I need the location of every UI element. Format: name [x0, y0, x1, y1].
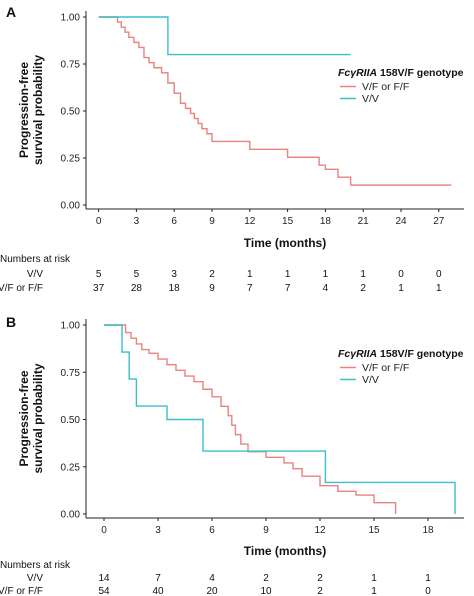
km-panel-a: A0.000.250.500.751.000 3 6 9 12 15 18 21 24 27Tim…	[0, 4, 464, 294]
risk-count: 18	[169, 283, 181, 294]
legend-entry: V/F or F/F	[362, 81, 409, 93]
risk-count: 4	[323, 283, 329, 294]
x-tick-label: 18	[320, 216, 332, 227]
risk-row-label: V/F or F/F	[0, 586, 43, 596]
risk-count: 54	[98, 586, 110, 596]
x-tick-label: 9	[263, 525, 269, 536]
risk-count: 2	[263, 573, 269, 584]
risk-count: 2	[209, 269, 215, 280]
legend-title: FcγRIIA 158V/F genotype	[338, 348, 464, 360]
x-tick-label: 21	[358, 216, 370, 227]
risk-count: 40	[152, 586, 164, 596]
legend-entry: V/V	[362, 374, 379, 386]
risk-count: 7	[247, 283, 253, 294]
x-tick-label: 3	[134, 216, 140, 227]
legend: FcγRIIA 158V/F genotype V/F or F/FV/V	[338, 348, 464, 386]
x-tick-label: 27	[433, 216, 445, 227]
numbers-at-risk-table: Numbers at risk V/V 14 7 4 2 2 1 1 V/F or F/F 54 40…	[0, 560, 431, 596]
y-tick-label: 0.50	[61, 415, 81, 426]
risk-count: 37	[93, 283, 105, 294]
x-tick-label: 12	[244, 216, 256, 227]
risk-count: 0	[398, 269, 404, 280]
risk-count: 1	[323, 269, 329, 280]
x-axis-title: Time (months)	[244, 544, 326, 558]
y-tick-label: 0.00	[61, 201, 81, 212]
y-axis-title: Progression-free	[17, 62, 31, 158]
y-axis-title: Progression-free	[17, 370, 31, 466]
risk-count: 3	[171, 269, 177, 280]
risk-count: 2	[317, 573, 323, 584]
risk-row-label: V/V	[27, 269, 43, 280]
y-tick-label: 0.75	[61, 60, 81, 71]
risk-count: 7	[155, 573, 161, 584]
risk-count: 4	[209, 573, 215, 584]
risk-count: 2	[317, 586, 323, 596]
x-tick-label: 15	[282, 216, 294, 227]
y-tick-label: 1.00	[61, 13, 81, 24]
risk-count: 1	[371, 573, 377, 584]
series-line-v-v	[98, 16, 351, 56]
series-line-v-v	[104, 324, 456, 514]
x-tick-label: 9	[209, 216, 215, 227]
x-tick-label: 24	[395, 216, 407, 227]
y-tick-label: 0.25	[61, 154, 81, 165]
risk-count: 1	[398, 283, 404, 294]
y-tick-label: 1.00	[61, 321, 81, 332]
legend-entry: V/V	[362, 93, 379, 105]
panel-label: A	[6, 4, 16, 20]
risk-row-label: V/F or F/F	[0, 283, 43, 294]
y-axis-title: survival probability	[31, 55, 45, 165]
x-tick-label: 6	[209, 525, 215, 536]
x-axis-title: Time (months)	[244, 236, 326, 250]
risk-count: 9	[209, 283, 215, 294]
series-line-v-f-or-f-f	[104, 324, 397, 514]
y-tick-label: 0.00	[61, 510, 81, 521]
risk-count: 0	[436, 269, 442, 280]
risk-row-label: V/V	[27, 573, 43, 584]
x-tick-label: 0	[96, 216, 102, 227]
numbers-at-risk-table: Numbers at risk V/V 5 5 3 2 1 1 1 1 0 0 V/F or F/F 37…	[0, 254, 442, 294]
risk-count: 1	[436, 283, 442, 294]
risk-count: 1	[371, 586, 377, 596]
x-tick-label: 18	[422, 525, 434, 536]
risk-table-header: Numbers at risk	[0, 254, 71, 265]
risk-count: 1	[360, 269, 366, 280]
risk-table-header: Numbers at risk	[0, 560, 71, 571]
legend: FcγRIIA 158V/F genotype V/F or F/FV/V	[338, 67, 464, 105]
risk-count: 5	[134, 269, 140, 280]
y-tick-label: 0.75	[61, 368, 81, 379]
risk-count: 0	[425, 586, 431, 596]
risk-count: 1	[247, 269, 253, 280]
y-axis-title: survival probability	[31, 363, 45, 473]
x-tick-label: 3	[155, 525, 161, 536]
risk-count: 20	[206, 586, 218, 596]
risk-count: 10	[260, 586, 272, 596]
risk-count: 1	[425, 573, 431, 584]
x-tick-label: 0	[101, 525, 107, 536]
risk-count: 28	[131, 283, 143, 294]
panel-label: B	[6, 314, 16, 330]
risk-count: 14	[98, 573, 110, 584]
x-tick-label: 12	[314, 525, 326, 536]
risk-count: 2	[360, 283, 366, 294]
legend-entry: V/F or F/F	[362, 362, 409, 374]
risk-count: 1	[285, 269, 291, 280]
x-tick-label: 6	[171, 216, 177, 227]
risk-count: 5	[96, 269, 102, 280]
x-tick-label: 15	[368, 525, 380, 536]
risk-count: 7	[285, 283, 291, 294]
series-line-v-f-or-f-f	[98, 16, 452, 186]
y-tick-label: 0.50	[61, 107, 81, 118]
y-tick-label: 0.25	[61, 462, 81, 473]
legend-title: FcγRIIA 158V/F genotype	[338, 67, 464, 79]
